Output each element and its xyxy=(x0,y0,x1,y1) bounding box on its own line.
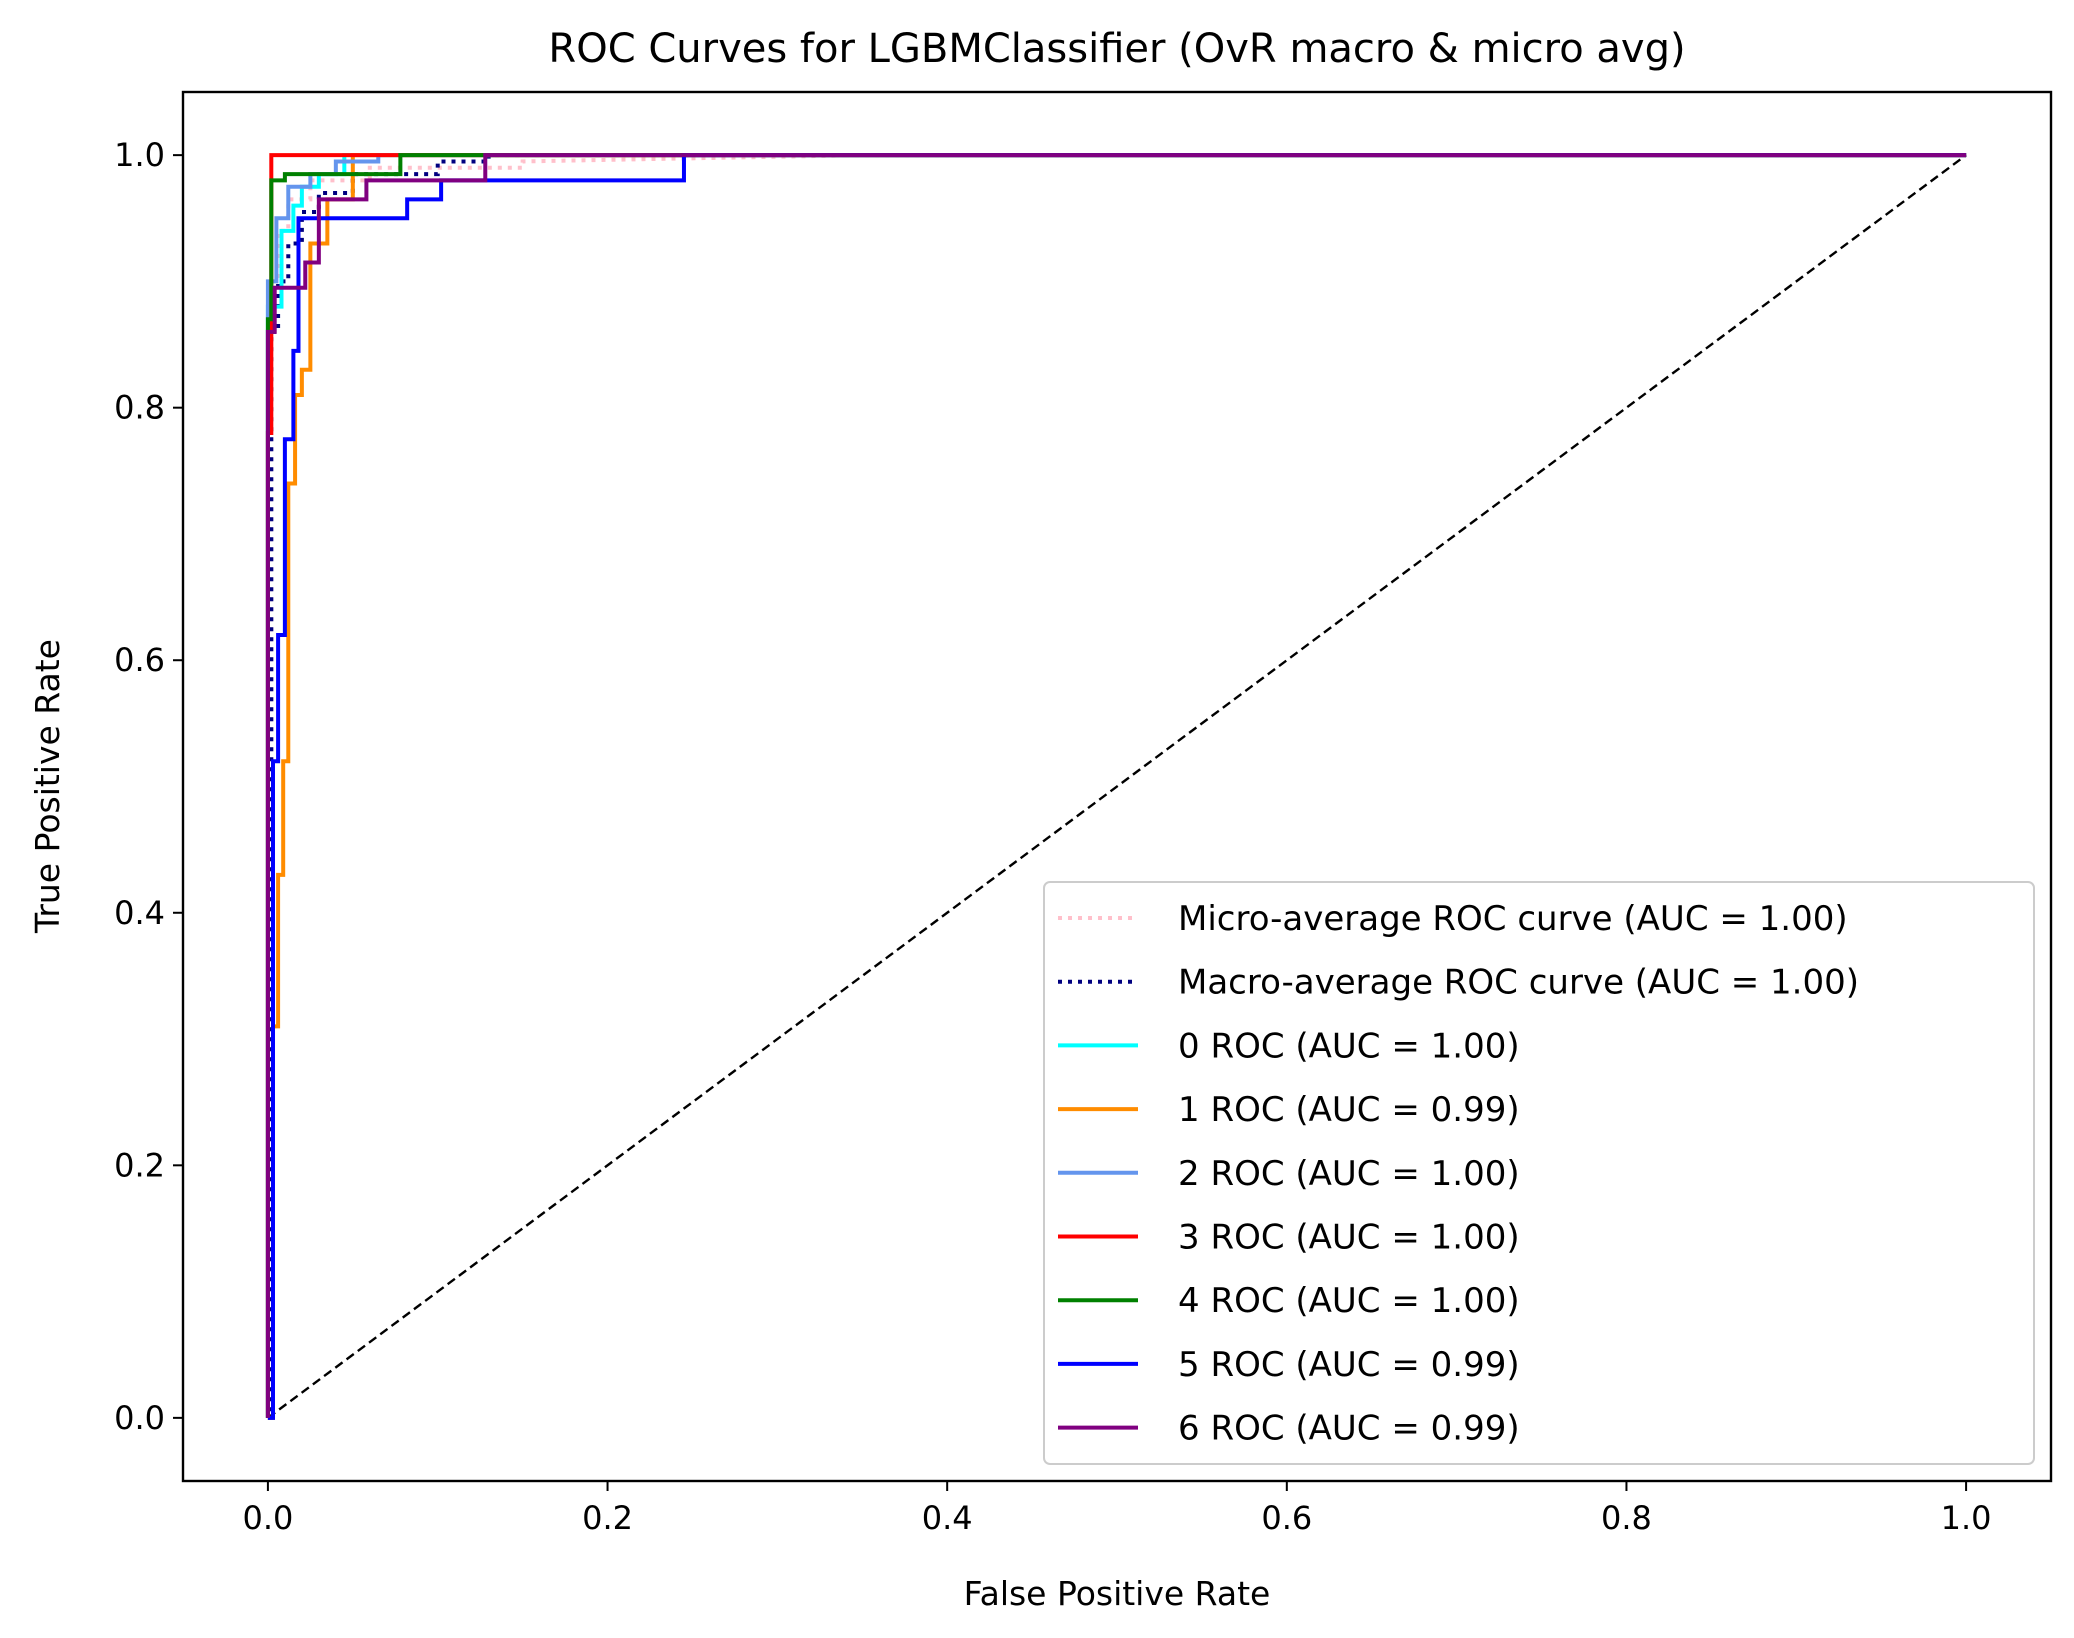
roc-curve-8 xyxy=(265,153,1967,1418)
legend-label-6: 4 ROC (AUC = 1.00) xyxy=(1178,1281,1520,1321)
x-tick-label: 0.8 xyxy=(1601,1499,1652,1537)
legend-label-3: 1 ROC (AUC = 0.99) xyxy=(1178,1090,1520,1130)
legend-label-1: Macro-average ROC curve (AUC = 1.00) xyxy=(1178,963,1859,1003)
roc-curve-4 xyxy=(265,153,1967,1418)
axes-frame xyxy=(181,90,2053,1483)
legend-label-5: 3 ROC (AUC = 1.00) xyxy=(1178,1218,1520,1258)
y-axis-label: True Positive Rate xyxy=(28,639,67,934)
legend-label-8: 6 ROC (AUC = 0.99) xyxy=(1178,1409,1520,1449)
x-axis: 0.0 0.2 0.4 0.6 0.8 1.0 xyxy=(242,1481,1992,1537)
legend-label-2: 0 ROC (AUC = 1.00) xyxy=(1178,1026,1520,1066)
x-tick-label: 0.2 xyxy=(582,1499,633,1537)
y-tick-label: 1.0 xyxy=(114,136,165,174)
legend-label-7: 5 ROC (AUC = 0.99) xyxy=(1178,1345,1520,1385)
plot-area xyxy=(265,153,1967,1420)
chance-diagonal-line xyxy=(267,154,1967,1419)
y-tick-label: 0.6 xyxy=(114,641,165,679)
roc-curve-6 xyxy=(265,153,1967,1418)
y-axis: 0.0 0.2 0.4 0.6 0.8 1.0 xyxy=(114,136,183,1437)
y-tick-label: 0.8 xyxy=(114,389,165,427)
y-tick-label: 0.4 xyxy=(114,894,165,932)
x-tick-label: 1.0 xyxy=(1941,1499,1992,1537)
x-tick-label: 0.4 xyxy=(922,1499,973,1537)
y-tick-label: 0.0 xyxy=(114,1399,165,1437)
legend-label-0: Micro-average ROC curve (AUC = 1.00) xyxy=(1178,899,1848,939)
y-tick-label: 0.2 xyxy=(114,1146,165,1184)
legend-box xyxy=(1043,881,2035,1465)
x-axis-label: False Positive Rate xyxy=(964,1574,1271,1613)
x-tick-label: 0.0 xyxy=(242,1499,293,1537)
legend: Micro-average ROC curve (AUC = 1.00) Macr… xyxy=(1043,881,2035,1465)
chart-title: ROC Curves for LGBMClassifier (OvR macro… xyxy=(548,26,1685,72)
x-tick-label: 0.6 xyxy=(1261,1499,1312,1537)
legend-label-4: 2 ROC (AUC = 1.00) xyxy=(1178,1154,1520,1194)
